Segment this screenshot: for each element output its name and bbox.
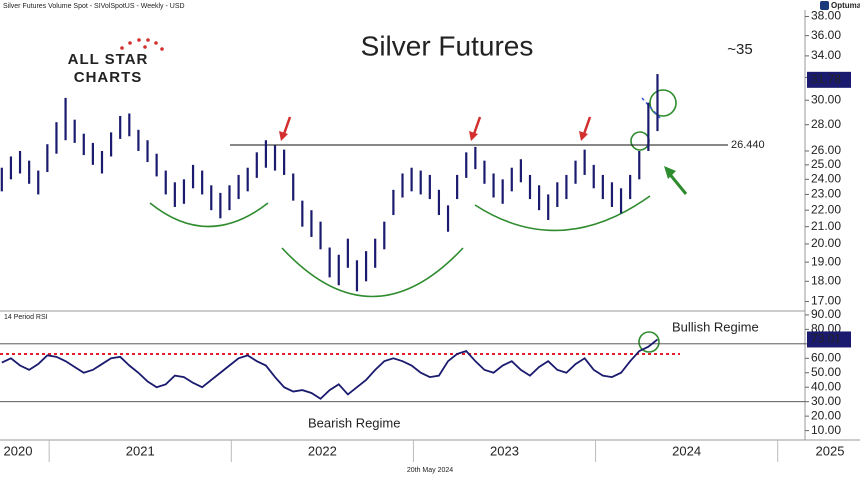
logo-text: CHARTS	[74, 69, 143, 86]
brand-icon	[820, 1, 829, 10]
annotation: Bearish Regime	[308, 415, 401, 430]
chart-title: Silver Futures	[361, 30, 534, 61]
y-tick-label: 22.00	[811, 202, 841, 216]
rsi-line	[1, 338, 659, 400]
x-tick-label: 2020	[4, 443, 33, 458]
y-tick-label: 21.00	[811, 219, 841, 233]
last-value-label: 31.78	[811, 72, 841, 86]
y-tick-label: 25.00	[811, 157, 841, 171]
brand: Optuma	[831, 1, 860, 10]
date-label: 20th May 2024	[407, 467, 453, 474]
green-arrow	[664, 166, 688, 195]
y-tick-label: 17.00	[811, 294, 841, 308]
last-value-box	[807, 331, 851, 348]
last-value-box	[807, 71, 851, 88]
y-tick-label: 26.00	[811, 143, 841, 157]
y-tick-label: 28.00	[811, 117, 841, 131]
x-tick-label: 2022	[308, 443, 337, 458]
logo-text: ALL STAR	[68, 51, 149, 68]
y-tick-label: 36.00	[811, 28, 841, 42]
y-tick-label: 24.00	[811, 172, 841, 186]
x-tick-label: 2021	[126, 443, 155, 458]
y-tick-label: 38.00	[811, 9, 841, 23]
logo: ALL STAR CHARTS	[68, 38, 164, 86]
y-tick-label: 30.00	[811, 394, 841, 408]
annotation: ~35	[727, 41, 752, 58]
y-tick-label: 19.00	[811, 254, 841, 268]
y-tick-label: 18.00	[811, 273, 841, 287]
y-tick-label: 23.00	[811, 187, 841, 201]
x-tick-label: 2025	[816, 443, 845, 458]
y-tick-label: 50.00	[811, 365, 841, 379]
y-tick-label: 60.00	[811, 350, 841, 364]
y-tick-label: 34.00	[811, 48, 841, 62]
logo-stars	[120, 38, 164, 51]
red-arrows	[279, 116, 592, 141]
y-tick-label: 20.00	[811, 408, 841, 422]
annotation: Bullish Regime	[672, 319, 759, 334]
panel-label: 14 Period RSI	[4, 314, 48, 321]
x-tick-label: 2024	[672, 443, 701, 458]
pattern-arcs	[149, 89, 677, 353]
y-tick-label: 10.00	[811, 423, 841, 437]
source-label: Silver Futures Volume Spot - SIVolSpotUS…	[3, 3, 185, 10]
y-tick-label: 30.00	[811, 92, 841, 106]
y-tick-label: 90.00	[811, 307, 841, 321]
x-tick-label: 2023	[490, 443, 519, 458]
y-tick-label: 20.00	[811, 236, 841, 250]
level-label: 26.440	[731, 139, 765, 151]
trend-line	[641, 97, 661, 119]
last-value-label: 73.01	[811, 332, 841, 346]
y-tick-label: 40.00	[811, 379, 841, 393]
